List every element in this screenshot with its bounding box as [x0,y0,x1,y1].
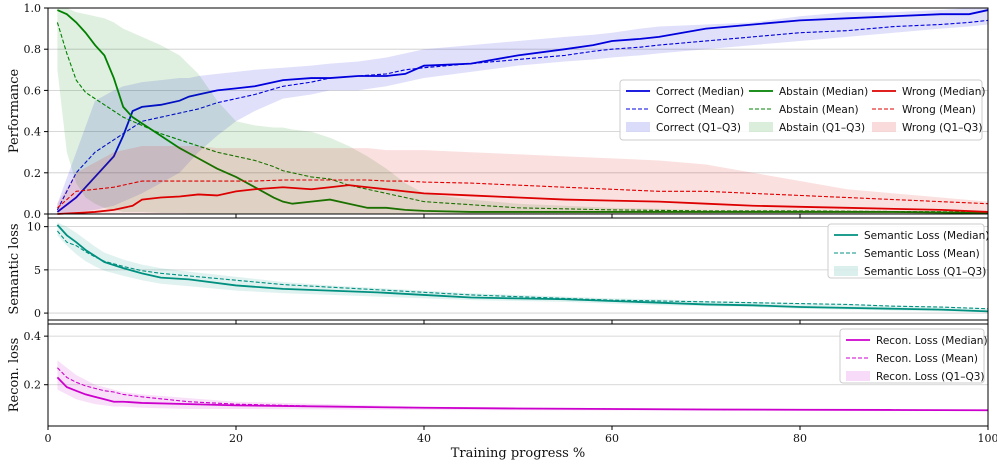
abstain-mean-line [56,22,989,213]
legend-label-wrong-mean: Wrong (Mean) [902,104,976,116]
legend-swatch-abstain-band [749,122,773,132]
y-tick-label: 0.4 [24,126,42,139]
legend-label-correct-mean: Correct (Mean) [656,104,734,116]
axes-frame [47,7,989,215]
y-tick-label: 5 [34,264,41,277]
legend-label-wrong-median: Wrong (Median) [902,86,985,98]
abstain-q1-q3-band [57,8,988,214]
axes-frame [47,323,989,427]
legend-label-semantic-median: Semantic Loss (Median) [864,230,989,242]
legend-label-recon-mean: Recon. Loss (Mean) [876,353,978,365]
y-tick-label: 0.2 [24,379,42,392]
legend-box [619,79,983,141]
legend-label-semantic-mean: Semantic Loss (Mean) [864,248,980,260]
x-tick-label: 0 [45,432,52,445]
panel-recon: 0.2 0.4 0 20 40 60 80 100 Recon. loss Training pr… [7,323,997,461]
legend-label-correct-band: Correct (Q1–Q3) [656,122,741,134]
legend-label-recon-band: Recon. Loss (Q1–Q3) [876,371,985,383]
legend-label-abstain-band: Abstain (Q1–Q3) [779,122,865,134]
legend-label-semantic-band: Semantic Loss (Q1–Q3) [864,266,986,278]
legend-label-abstain-median: Abstain (Median) [779,86,868,98]
y-tick-label: 0.4 [24,330,42,343]
x-tick-label: 80 [793,432,807,445]
y-tick-label: 10 [27,221,41,234]
y-tick-label: 1.0 [24,2,42,15]
x-tick-label: 60 [605,432,619,445]
legend-swatch-wrong-band [872,122,896,132]
legend-swatch-semantic-band [834,266,858,276]
panel-performance: 0.0 0.2 0.4 0.6 0.8 1.0 Performance Correct (Me… [7,2,989,221]
axes-frame [47,217,989,321]
legend-box [839,328,985,384]
x-axis-label: Training progress % [451,446,586,461]
correct-median-line [56,9,989,213]
recon-q1-q3-band [57,360,988,412]
legend-box [827,223,985,279]
abstain-median-line [57,9,989,214]
y-tick-label: 0 [34,307,41,320]
semantic-median-line [56,224,989,313]
legend-semantic: Semantic Loss (Median) Semantic Loss (Mea… [827,223,989,279]
y-tick-label: 0.2 [24,167,42,180]
x-tick-label: 100 [978,432,997,445]
legend-performance: Correct (Median) Correct (Mean) Correct (Q… [619,79,985,141]
legend-label-abstain-mean: Abstain (Mean) [779,104,859,116]
wrong-q1-q3-band [57,146,988,214]
legend-label-wrong-band: Wrong (Q1–Q3) [902,122,982,134]
legend-swatch-recon-band [846,371,870,381]
y-tick-label: 0.8 [24,43,42,56]
recon-median-line [56,376,989,412]
legend-swatch-correct-band [626,122,650,132]
legend-recon: Recon. Loss (Median) Recon. Loss (Mean) Re… [839,328,988,384]
x-tick-label: 40 [417,432,431,445]
legend-label-recon-median: Recon. Loss (Median) [876,335,988,347]
wrong-mean-line [57,179,989,209]
y-tick-label: 0.6 [24,84,42,97]
y-axis-label: Recon. loss [7,338,22,413]
y-tick-label: 0.0 [24,208,42,221]
y-axis-label: Semantic loss [7,223,22,314]
x-tick-label: 20 [229,432,243,445]
wrong-median-line [57,184,989,215]
legend-label-correct-median: Correct (Median) [656,86,744,98]
y-axis-label: Performance [7,69,22,154]
correct-q1-q3-band [57,8,988,214]
